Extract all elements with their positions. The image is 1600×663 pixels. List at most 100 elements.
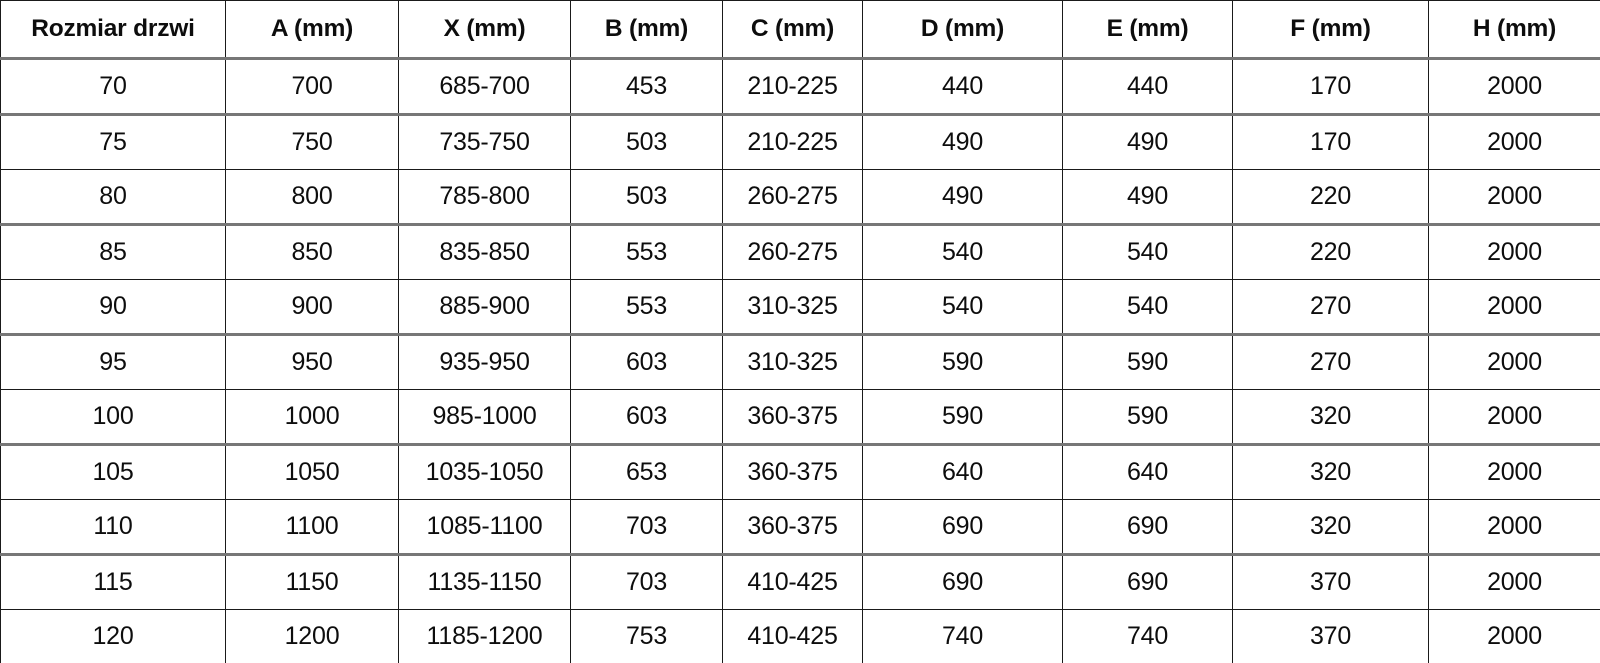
cell-door-size: 95: [1, 335, 226, 390]
table-cell: 1085-1100: [399, 500, 571, 555]
table-cell: 503: [571, 170, 723, 225]
cell-door-size: 80: [1, 170, 226, 225]
table-cell: 590: [863, 390, 1063, 445]
table-cell: 320: [1233, 500, 1429, 555]
table-cell: 360-375: [723, 445, 863, 500]
table-cell: 2000: [1429, 59, 1600, 115]
table-cell: 1035-1050: [399, 445, 571, 500]
table-cell: 800: [226, 170, 399, 225]
table-cell: 640: [1063, 445, 1233, 500]
column-header-rozmiar-drzwi: Rozmiar drzwi: [1, 1, 226, 59]
table-cell: 2000: [1429, 170, 1600, 225]
table-cell: 453: [571, 59, 723, 115]
column-header-f: F (mm): [1233, 1, 1429, 59]
table-cell: 603: [571, 390, 723, 445]
table-cell: 220: [1233, 225, 1429, 280]
table-cell: 553: [571, 225, 723, 280]
cell-door-size: 85: [1, 225, 226, 280]
table-cell: 1100: [226, 500, 399, 555]
cell-door-size: 115: [1, 555, 226, 610]
table-cell: 590: [863, 335, 1063, 390]
table-cell: 603: [571, 335, 723, 390]
table-cell: 850: [226, 225, 399, 280]
table-cell: 503: [571, 115, 723, 170]
column-header-d: D (mm): [863, 1, 1063, 59]
cell-door-size: 70: [1, 59, 226, 115]
cell-door-size: 110: [1, 500, 226, 555]
table-cell: 703: [571, 555, 723, 610]
table-cell: 885-900: [399, 280, 571, 335]
table-cell: 690: [863, 555, 1063, 610]
table-cell: 490: [1063, 170, 1233, 225]
table-header: Rozmiar drzwi A (mm) X (mm) B (mm) C (mm…: [1, 1, 1600, 59]
table-cell: 935-950: [399, 335, 571, 390]
table-cell: 440: [1063, 59, 1233, 115]
table-cell: 310-325: [723, 280, 863, 335]
table-cell: 835-850: [399, 225, 571, 280]
cell-door-size: 105: [1, 445, 226, 500]
table-cell: 270: [1233, 335, 1429, 390]
table-cell: 220: [1233, 170, 1429, 225]
table-cell: 370: [1233, 555, 1429, 610]
table-cell: 270: [1233, 280, 1429, 335]
table-cell: 700: [226, 59, 399, 115]
table-cell: 2000: [1429, 335, 1600, 390]
table-cell: 2000: [1429, 500, 1600, 555]
table-cell: 703: [571, 500, 723, 555]
table-cell: 260-275: [723, 170, 863, 225]
table-cell: 490: [863, 115, 1063, 170]
table-cell: 360-375: [723, 390, 863, 445]
column-header-x: X (mm): [399, 1, 571, 59]
table-cell: 900: [226, 280, 399, 335]
cell-door-size: 90: [1, 280, 226, 335]
table-cell: 170: [1233, 115, 1429, 170]
table-cell: 360-375: [723, 500, 863, 555]
table-cell: 260-275: [723, 225, 863, 280]
table-cell: 590: [1063, 335, 1233, 390]
column-header-a: A (mm): [226, 1, 399, 59]
table-cell: 590: [1063, 390, 1233, 445]
table-cell: 1150: [226, 555, 399, 610]
table-cell: 2000: [1429, 390, 1600, 445]
table-cell: 320: [1233, 445, 1429, 500]
table-cell: 310-325: [723, 335, 863, 390]
table-cell: 2000: [1429, 555, 1600, 610]
table-header-row: Rozmiar drzwi A (mm) X (mm) B (mm) C (mm…: [1, 1, 1600, 59]
table-cell: 540: [1063, 225, 1233, 280]
table-cell: 490: [1063, 115, 1233, 170]
table-cell: 653: [571, 445, 723, 500]
table-cell: 690: [1063, 500, 1233, 555]
table-cell: 1000: [226, 390, 399, 445]
column-header-e: E (mm): [1063, 1, 1233, 59]
table-cell: 785-800: [399, 170, 571, 225]
table-cell: 210-225: [723, 115, 863, 170]
table-cell: 690: [1063, 555, 1233, 610]
column-header-b: B (mm): [571, 1, 723, 59]
table-cell: 2000: [1429, 225, 1600, 280]
table-cell: 540: [863, 280, 1063, 335]
table-cell: 1050: [226, 445, 399, 500]
table-cell: 1135-1150: [399, 555, 571, 610]
table-cell: 685-700: [399, 59, 571, 115]
table-cell: 540: [863, 225, 1063, 280]
table-cell: 690: [863, 500, 1063, 555]
column-header-h: H (mm): [1429, 1, 1600, 59]
table-cell: 2000: [1429, 280, 1600, 335]
table-cell: 210-225: [723, 59, 863, 115]
table-cell: 735-750: [399, 115, 571, 170]
table-cell: 540: [1063, 280, 1233, 335]
table-cell: 440: [863, 59, 1063, 115]
table-cell: 985-1000: [399, 390, 571, 445]
table-cell: 750: [226, 115, 399, 170]
table-cell: 640: [863, 445, 1063, 500]
